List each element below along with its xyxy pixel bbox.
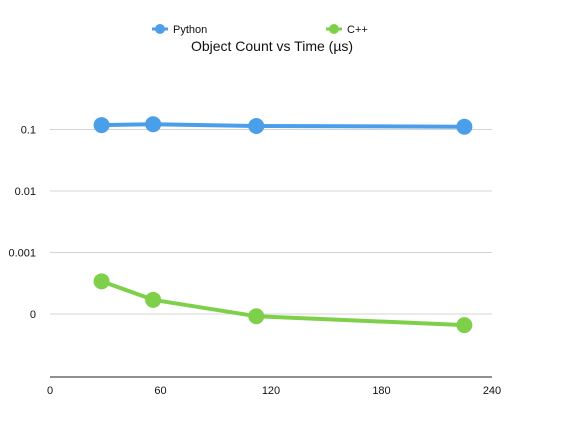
data-point-python xyxy=(93,117,110,134)
x-tick-label: 180 xyxy=(372,385,390,397)
data-point-cpp xyxy=(456,317,473,334)
x-tick-label: 0 xyxy=(47,385,53,397)
data-point-python xyxy=(145,116,162,133)
x-tick-label: 60 xyxy=(154,385,166,397)
series-line-python xyxy=(99,122,467,129)
grid xyxy=(50,129,492,315)
x-tick-label: 120 xyxy=(262,385,280,397)
y-tick-label: 0.1 xyxy=(21,125,36,137)
data-point-cpp xyxy=(248,308,265,325)
series-line-cpp xyxy=(99,279,467,328)
series xyxy=(93,116,473,334)
y-tick-label: 0.01 xyxy=(15,186,36,198)
data-point-python xyxy=(248,118,265,135)
data-point-python xyxy=(456,118,473,135)
y-tick-label: 0.001 xyxy=(8,248,36,260)
series-cpp xyxy=(93,273,473,334)
data-point-cpp xyxy=(145,291,162,308)
legend-label-cpp: C++ xyxy=(347,24,368,36)
series-python xyxy=(93,116,473,135)
y-tick-label: 0 xyxy=(30,309,36,321)
legend-item-cpp: C++ xyxy=(326,24,368,36)
y-axis: 0.1 0.01 0.001 0 xyxy=(8,125,36,322)
chart-title: Object Count vs Time (µs) xyxy=(191,38,353,54)
legend: Python C++ xyxy=(152,24,368,36)
legend-marker-python xyxy=(155,24,165,34)
legend-label-python: Python xyxy=(173,24,207,36)
x-tick-label: 240 xyxy=(483,385,501,397)
data-point-cpp xyxy=(93,273,110,290)
legend-marker-cpp xyxy=(329,24,339,34)
x-axis: 0 60 120 180 240 xyxy=(47,376,501,397)
legend-item-python: Python xyxy=(152,24,207,36)
